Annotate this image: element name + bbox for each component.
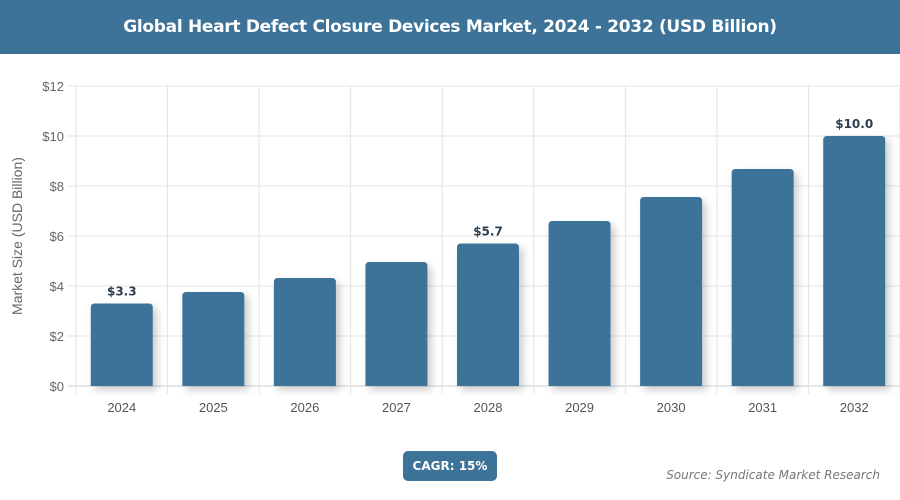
x-tick-label: 2030 bbox=[657, 400, 686, 415]
x-tick-label: 2029 bbox=[565, 400, 594, 415]
data-label-2028: $5.7 bbox=[473, 225, 503, 239]
x-tick-label: 2028 bbox=[474, 400, 503, 415]
y-tick-label: $0 bbox=[50, 379, 64, 394]
x-tick-label: 2027 bbox=[382, 400, 411, 415]
x-tick-label: 2024 bbox=[107, 400, 136, 415]
bar-2027 bbox=[365, 262, 428, 386]
y-tick-label: $2 bbox=[50, 329, 64, 344]
y-tick-label: $4 bbox=[50, 279, 64, 294]
bar-2032 bbox=[823, 136, 886, 386]
bar-2031 bbox=[731, 169, 794, 386]
y-tick-label: $10 bbox=[42, 129, 64, 144]
y-tick-label: $12 bbox=[42, 79, 64, 94]
x-tick-label: 2031 bbox=[748, 400, 777, 415]
y-axis-label: Market Size (USD Billion) bbox=[9, 157, 25, 315]
bar-2028 bbox=[457, 243, 519, 386]
chart-title: Global Heart Defect Closure Devices Mark… bbox=[0, 0, 900, 54]
bar-2030 bbox=[640, 197, 703, 386]
y-tick-label: $6 bbox=[50, 229, 64, 244]
data-label-2024: $3.3 bbox=[107, 285, 137, 299]
bar-2029 bbox=[548, 221, 611, 386]
x-tick-label: 2026 bbox=[290, 400, 319, 415]
bar-2025 bbox=[182, 292, 245, 386]
x-tick-label: 2025 bbox=[199, 400, 228, 415]
source-note: Source: Syndicate Market Research bbox=[666, 468, 880, 482]
data-label-2032: $10.0 bbox=[835, 117, 873, 131]
bar-2026 bbox=[273, 278, 336, 386]
y-tick-label: $8 bbox=[50, 179, 64, 194]
cagr-badge: CAGR: 15% bbox=[403, 451, 497, 481]
x-tick-label: 2032 bbox=[840, 400, 869, 415]
bar-2024 bbox=[90, 303, 153, 386]
bar-chart: $0 $2 $4 $6 $8 $10 $12 Market Size (USD Billion… bbox=[9, 79, 900, 415]
